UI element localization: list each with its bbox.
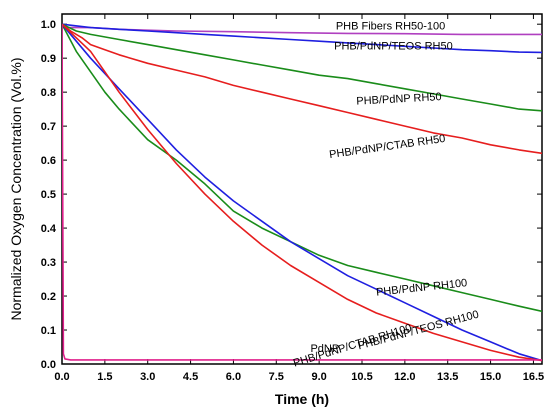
y-tick-label: 0.6 xyxy=(41,155,56,167)
y-tick-label: 0.0 xyxy=(41,359,56,371)
x-axis-title: Time (h) xyxy=(275,391,329,407)
series-line-phb-pdnp-teos-rh50 xyxy=(62,23,542,54)
y-axis-title: Normalized Oxygen Concentration (Vol.%) xyxy=(8,57,24,320)
series-annotation-label: PdNP xyxy=(310,343,339,355)
x-tick-label: 16.5 xyxy=(523,371,544,383)
series-line-pdnp xyxy=(62,24,542,361)
y-tick-label: 0.5 xyxy=(41,189,56,201)
y-tick-label: 0.7 xyxy=(41,121,56,133)
y-tick-label: 0.2 xyxy=(41,291,56,303)
series-line-phb-pdnp-ctab-rh50 xyxy=(62,23,542,155)
x-tick-label: 4.5 xyxy=(183,371,198,383)
y-tick-label: 0.8 xyxy=(41,87,56,99)
series-annotation-label: PHB/PdNP RH50 xyxy=(356,91,442,107)
x-tick-label: 1.5 xyxy=(97,371,112,383)
x-tick-label: 0.0 xyxy=(54,371,69,383)
y-tick-label: 0.9 xyxy=(41,53,56,65)
x-axis-ticks: 0.0 1.5 3.0 4.5 6.0 7.5 9.0 10.5 12.0 13.5 15.0 16.… xyxy=(54,14,544,383)
y-tick-label: 1.0 xyxy=(41,19,56,31)
x-tick-label: 15.0 xyxy=(480,371,501,383)
y-tick-label: 0.3 xyxy=(41,257,56,269)
x-tick-label: 9.0 xyxy=(311,371,326,383)
x-tick-label: 6.0 xyxy=(226,371,241,383)
series-line-phb-pdnp-rh100 xyxy=(62,23,542,313)
series-annotation-label: PHB/PdNP/TEOS RH50 xyxy=(334,41,453,53)
series-annotation-label: PHB Fibers RH50-100 xyxy=(336,20,445,32)
x-tick-label: 3.0 xyxy=(140,371,155,383)
series-line-phb-pdnp-ctab-rh100 xyxy=(62,23,542,362)
y-tick-label: 0.4 xyxy=(41,223,57,235)
series-lines xyxy=(62,23,542,362)
y-tick-label: 0.1 xyxy=(41,325,56,337)
series-line-phb-pdnp-rh50 xyxy=(62,23,542,112)
x-tick-label: 7.5 xyxy=(269,371,284,383)
x-tick-label: 12.0 xyxy=(394,371,415,383)
x-tick-label: 13.5 xyxy=(437,371,458,383)
series-line-phb-pdnp-teos-rh100 xyxy=(62,23,542,362)
x-tick-label: 10.5 xyxy=(351,371,372,383)
